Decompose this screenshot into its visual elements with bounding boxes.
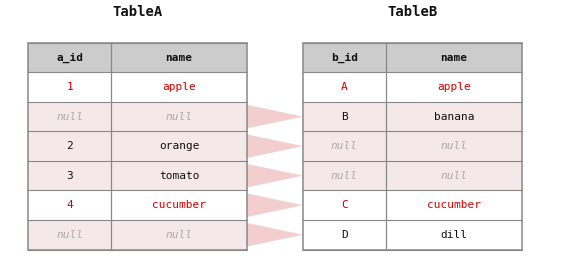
Text: TableB: TableB bbox=[387, 6, 438, 19]
Text: null: null bbox=[440, 171, 467, 181]
FancyBboxPatch shape bbox=[386, 131, 522, 161]
FancyBboxPatch shape bbox=[303, 131, 386, 161]
FancyBboxPatch shape bbox=[386, 43, 522, 72]
Text: null: null bbox=[56, 230, 83, 240]
Polygon shape bbox=[247, 134, 303, 158]
Text: cucumber: cucumber bbox=[427, 200, 481, 210]
FancyBboxPatch shape bbox=[28, 102, 111, 131]
Text: C: C bbox=[341, 200, 348, 210]
Text: tomato: tomato bbox=[159, 171, 199, 181]
Text: null: null bbox=[440, 141, 467, 151]
FancyBboxPatch shape bbox=[111, 43, 247, 72]
Text: apple: apple bbox=[437, 82, 471, 92]
FancyBboxPatch shape bbox=[386, 161, 522, 190]
Text: 4: 4 bbox=[66, 200, 73, 210]
FancyBboxPatch shape bbox=[28, 43, 111, 72]
Text: name: name bbox=[440, 52, 467, 63]
FancyBboxPatch shape bbox=[303, 190, 386, 220]
FancyBboxPatch shape bbox=[303, 161, 386, 190]
FancyBboxPatch shape bbox=[111, 220, 247, 250]
FancyBboxPatch shape bbox=[111, 72, 247, 102]
FancyBboxPatch shape bbox=[28, 131, 111, 161]
Text: null: null bbox=[165, 112, 192, 122]
FancyBboxPatch shape bbox=[111, 161, 247, 190]
Text: name: name bbox=[165, 52, 192, 63]
FancyBboxPatch shape bbox=[386, 190, 522, 220]
FancyBboxPatch shape bbox=[303, 72, 386, 102]
Text: A: A bbox=[341, 82, 348, 92]
Text: null: null bbox=[331, 141, 358, 151]
FancyBboxPatch shape bbox=[386, 220, 522, 250]
Text: a_id: a_id bbox=[56, 52, 83, 63]
FancyBboxPatch shape bbox=[303, 220, 386, 250]
FancyBboxPatch shape bbox=[28, 190, 111, 220]
Text: 3: 3 bbox=[66, 171, 73, 181]
Text: TableA: TableA bbox=[112, 6, 163, 19]
Polygon shape bbox=[247, 164, 303, 187]
Text: D: D bbox=[341, 230, 348, 240]
FancyBboxPatch shape bbox=[111, 102, 247, 131]
Text: B: B bbox=[341, 112, 348, 122]
Text: 1: 1 bbox=[66, 82, 73, 92]
Polygon shape bbox=[247, 193, 303, 217]
FancyBboxPatch shape bbox=[386, 72, 522, 102]
Text: dill: dill bbox=[440, 230, 467, 240]
FancyBboxPatch shape bbox=[303, 102, 386, 131]
Text: apple: apple bbox=[162, 82, 196, 92]
Text: null: null bbox=[165, 230, 192, 240]
FancyBboxPatch shape bbox=[386, 102, 522, 131]
FancyBboxPatch shape bbox=[111, 131, 247, 161]
FancyBboxPatch shape bbox=[303, 43, 386, 72]
FancyBboxPatch shape bbox=[28, 220, 111, 250]
Polygon shape bbox=[247, 223, 303, 246]
FancyBboxPatch shape bbox=[28, 161, 111, 190]
Text: b_id: b_id bbox=[331, 52, 358, 63]
FancyBboxPatch shape bbox=[111, 190, 247, 220]
Text: null: null bbox=[56, 112, 83, 122]
Text: cucumber: cucumber bbox=[152, 200, 206, 210]
Text: orange: orange bbox=[159, 141, 199, 151]
Text: null: null bbox=[331, 171, 358, 181]
Text: 2: 2 bbox=[66, 141, 73, 151]
FancyBboxPatch shape bbox=[28, 72, 111, 102]
Polygon shape bbox=[247, 105, 303, 128]
Text: banana: banana bbox=[434, 112, 474, 122]
